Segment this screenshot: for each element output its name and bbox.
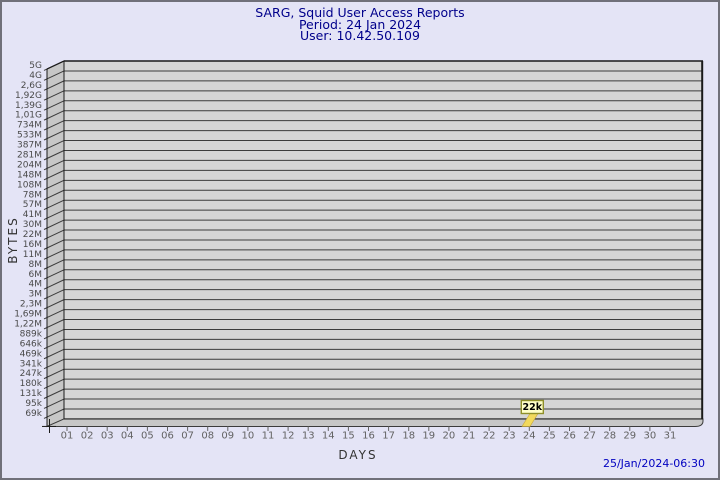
x-tick-label: 23 bbox=[503, 431, 516, 442]
x-tick-label: 28 bbox=[603, 431, 616, 442]
x-tick-label: 24 bbox=[523, 431, 536, 442]
x-tick-label: 27 bbox=[583, 431, 596, 442]
x-tick-label: 12 bbox=[282, 431, 295, 442]
x-tick-label: 04 bbox=[121, 431, 134, 442]
chart-period: Period: 24 Jan 2024 bbox=[298, 16, 422, 32]
x-tick-label: 08 bbox=[201, 431, 214, 442]
y-axis-title: BYTES bbox=[6, 216, 20, 264]
y-tick-label: 4M bbox=[29, 280, 43, 290]
y-tick-label: 5G bbox=[29, 61, 42, 71]
x-tick-label: 29 bbox=[623, 431, 636, 442]
y-tick-label: 57M bbox=[23, 200, 42, 210]
y-tick-label: 889k bbox=[20, 329, 43, 339]
y-tick-label: 16M bbox=[23, 240, 42, 250]
x-tick-label: 19 bbox=[422, 431, 435, 442]
chart-user: User: 10.42.50.109 bbox=[300, 28, 420, 43]
y-tick-label: 30M bbox=[23, 220, 42, 230]
x-axis-title: DAYS bbox=[338, 448, 378, 462]
y-tick-label: 180k bbox=[20, 379, 43, 389]
y-tick-label: 6M bbox=[29, 270, 43, 280]
x-tick-label: 09 bbox=[221, 431, 234, 442]
x-tick-label: 11 bbox=[262, 431, 275, 442]
y-tick-label: 2,3M bbox=[20, 300, 42, 310]
x-tick-label: 22 bbox=[483, 431, 496, 442]
y-tick-label: 2,6G bbox=[21, 81, 42, 91]
y-tick-label: 1,39G bbox=[15, 101, 42, 111]
y-tick-label: 41M bbox=[23, 210, 42, 220]
y-tick-label: 1,69M bbox=[14, 310, 42, 320]
y-tick-label: 3M bbox=[29, 290, 43, 300]
chart-title: SARG, Squid User Access Reports bbox=[255, 5, 465, 20]
y-tick-label: 22M bbox=[23, 230, 42, 240]
x-tick-label: 30 bbox=[644, 431, 657, 442]
y-tick-label: 8M bbox=[29, 260, 43, 270]
y-tick-label: 108M bbox=[17, 180, 42, 190]
y-tick-label: 646k bbox=[20, 339, 43, 349]
y-tick-label: 131k bbox=[20, 389, 43, 399]
y-tick-label: 1,92G bbox=[15, 91, 42, 101]
y-tick-label: 247k bbox=[20, 369, 43, 379]
value-flag bbox=[520, 399, 544, 415]
y-tick-label: 11M bbox=[23, 250, 42, 260]
x-tick-label: 20 bbox=[443, 431, 456, 442]
x-tick-label: 05 bbox=[141, 431, 154, 442]
x-tick-label: 14 bbox=[322, 431, 335, 442]
x-tick-label: 18 bbox=[402, 431, 415, 442]
y-tick-label: 469k bbox=[20, 349, 43, 359]
chart-title-block: SARG, Squid User Access Reports Period: … bbox=[2, 7, 718, 42]
x-tick-label: 31 bbox=[664, 431, 677, 442]
y-tick-label: 734M bbox=[17, 121, 42, 131]
y-tick-label: 341k bbox=[20, 359, 43, 369]
generated-timestamp: 25/Jan/2024-06:30 bbox=[602, 457, 705, 470]
x-tick-label: 07 bbox=[181, 431, 194, 442]
x-tick-label: 17 bbox=[382, 431, 395, 442]
y-tick-label: 533M bbox=[17, 131, 42, 141]
y-tick-label: 148M bbox=[17, 170, 42, 180]
x-tick-label: 13 bbox=[302, 431, 315, 442]
x-tick-label: 16 bbox=[362, 431, 375, 442]
x-tick-label: 15 bbox=[342, 431, 355, 442]
y-tick-label: 387M bbox=[17, 141, 42, 151]
wall-top-edge bbox=[46, 60, 65, 70]
x-tick-label: 26 bbox=[563, 431, 576, 442]
x-tick-label: 03 bbox=[101, 431, 114, 442]
x-tick-label: 02 bbox=[81, 431, 94, 442]
y-tick-label: 78M bbox=[23, 190, 42, 200]
y-tick-label: 95k bbox=[25, 399, 42, 409]
y-tick-label: 1,22M bbox=[14, 320, 42, 330]
x-tick-label: 10 bbox=[242, 431, 255, 442]
y-tick-label: 69k bbox=[25, 409, 42, 419]
value-flag-label: 22k bbox=[523, 402, 543, 413]
x-tick-label: 25 bbox=[543, 431, 556, 442]
x-tick-label: 21 bbox=[463, 431, 476, 442]
x-tick-label: 06 bbox=[161, 431, 174, 442]
y-tick-label: 1,01G bbox=[15, 111, 42, 121]
y-tick-label: 281M bbox=[17, 150, 42, 160]
x-tick-label: 01 bbox=[61, 431, 74, 442]
y-tick-label: 4G bbox=[29, 71, 42, 81]
y-tick-label: 204M bbox=[17, 160, 42, 170]
floor-3d bbox=[46, 418, 704, 427]
